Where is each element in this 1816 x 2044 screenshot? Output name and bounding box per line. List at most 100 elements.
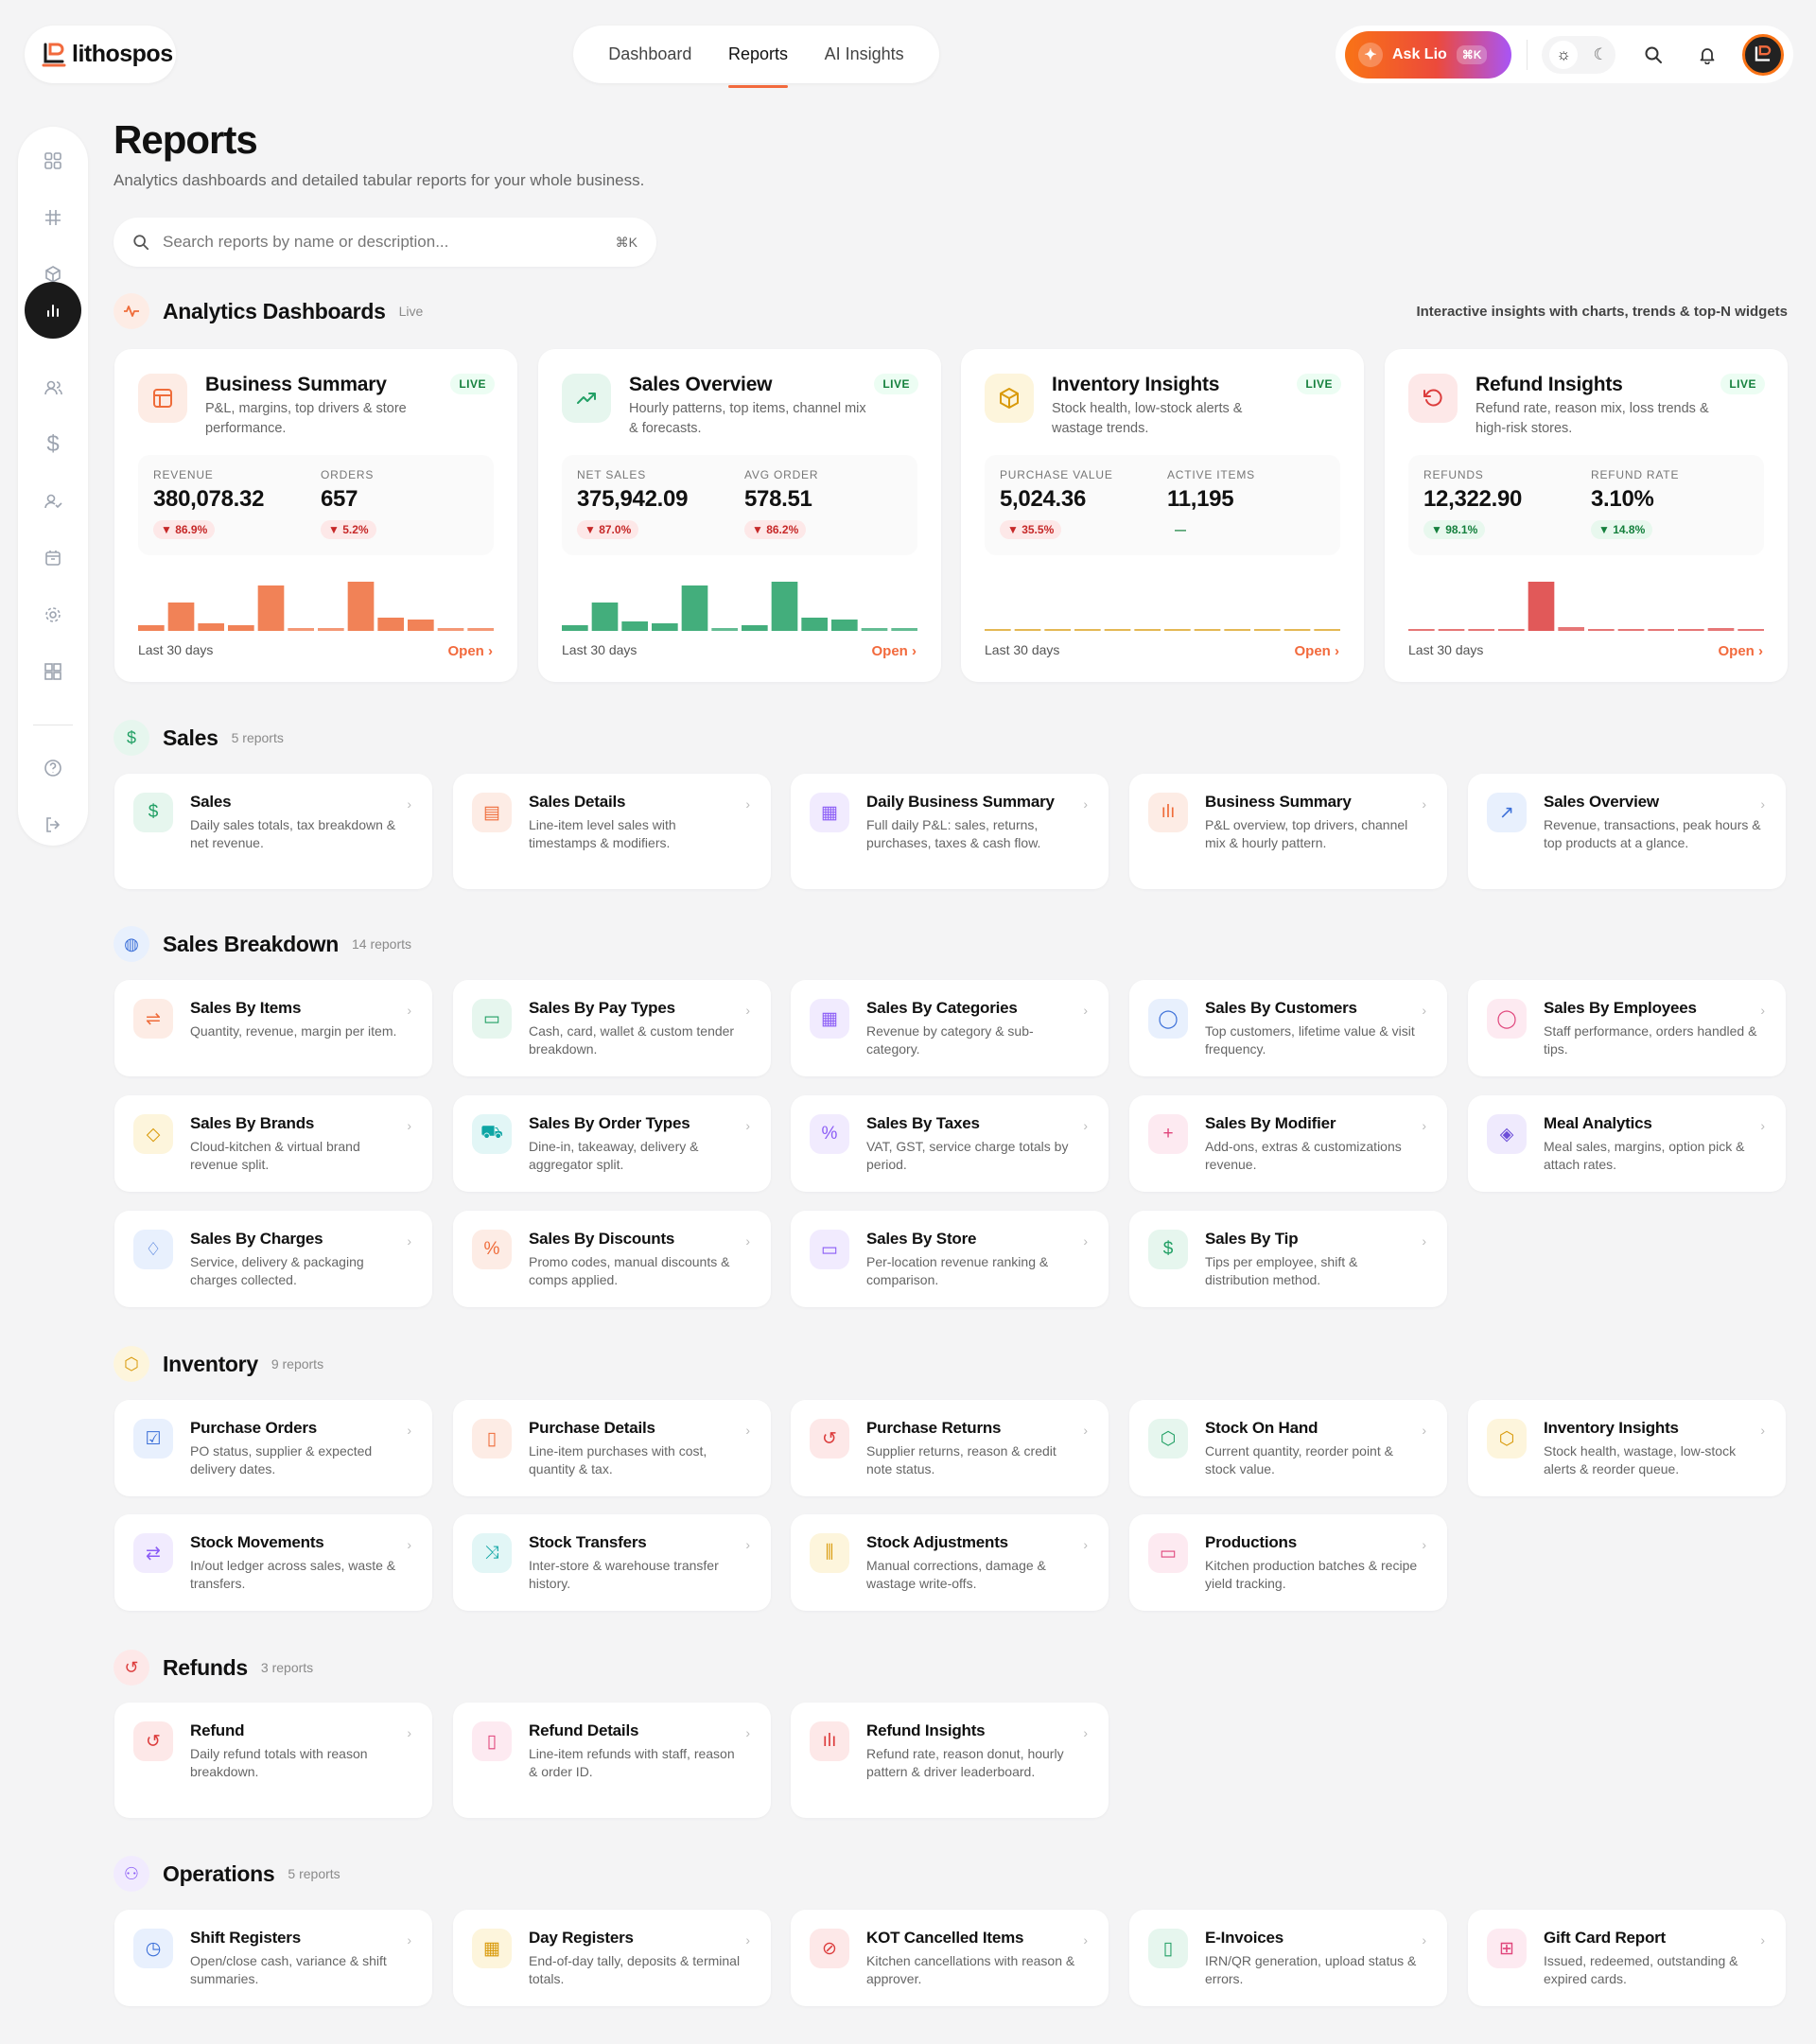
calendar-icon: ▦ (810, 793, 849, 832)
search-icon[interactable] (1634, 36, 1672, 74)
report-card[interactable]: ▤ Sales Details Line-item level sales wi… (453, 774, 771, 889)
sidebar-help-icon[interactable] (28, 743, 78, 793)
report-card[interactable]: ↗ Sales Overview Revenue, transactions, … (1468, 774, 1786, 889)
report-card[interactable]: ▭ Sales By Pay Types Cash, card, wallet … (453, 980, 771, 1076)
open-link[interactable]: Open › (1718, 643, 1763, 659)
dollar-icon: $ (1148, 1230, 1188, 1269)
spark-bar (681, 585, 708, 631)
credit-card-icon: ▭ (472, 999, 512, 1039)
chevron-right-icon: › (745, 1725, 750, 1740)
sidebar-logout-icon[interactable] (28, 800, 78, 849)
report-card[interactable]: + Sales By Modifier Add-ons, extras & cu… (1129, 1095, 1447, 1192)
spark-bar (591, 603, 619, 631)
report-card[interactable]: ◷ Shift Registers Open/close cash, varia… (114, 1910, 432, 2006)
report-card[interactable]: ⇌ Sales By Items Quantity, revenue, marg… (114, 980, 432, 1076)
report-title: Daily Business Summary (866, 793, 1055, 811)
report-card[interactable]: ☑ Purchase Orders PO status, supplier & … (114, 1400, 432, 1496)
report-title: Purchase Orders (190, 1419, 318, 1437)
chevron-right-icon: › (1760, 1003, 1765, 1018)
tab-dashboard[interactable]: Dashboard (608, 44, 692, 63)
sun-icon[interactable]: ☼ (1549, 41, 1579, 69)
report-card[interactable]: ↺ Purchase Returns Supplier returns, rea… (791, 1400, 1109, 1496)
card-description: Hourly patterns, top items, channel mix … (629, 401, 866, 436)
dashboard-card[interactable]: Sales Overview Hourly patterns, top item… (538, 349, 941, 682)
sidebar-reports-icon[interactable] (25, 282, 81, 339)
report-card[interactable]: ▦ Sales By Categories Revenue by categor… (791, 980, 1109, 1076)
box-icon: ⬡ (114, 1346, 149, 1382)
tab-ai-insights[interactable]: AI Insights (824, 44, 904, 63)
report-card[interactable]: ▦ Day Registers End-of-day tally, deposi… (453, 1910, 771, 2006)
avatar[interactable] (1742, 34, 1784, 76)
report-card[interactable]: ◯ Sales By Employees Staff performance, … (1468, 980, 1786, 1076)
chevron-right-icon: › (1422, 796, 1426, 812)
sidebar-dashboard-icon[interactable] (28, 136, 78, 185)
report-card[interactable]: ⊞ Gift Card Report Issued, redeemed, out… (1468, 1910, 1786, 2006)
spark-bar (467, 628, 494, 631)
sidebar-pos-icon[interactable] (28, 193, 78, 242)
sidebar-customers-icon[interactable] (28, 363, 78, 412)
tab-reports[interactable]: Reports (727, 44, 789, 88)
search-bar[interactable]: ⌘K (114, 218, 656, 267)
dashboard-card[interactable]: Refund Insights Refund rate, reason mix,… (1385, 349, 1788, 682)
report-card[interactable]: ılı Refund Insights Refund rate, reason … (791, 1703, 1109, 1818)
report-card[interactable]: ⬡ Inventory Insights Stock health, wasta… (1468, 1400, 1786, 1496)
dashboard-card[interactable]: Inventory Insights Stock health, low-sto… (961, 349, 1364, 682)
sidebar-settings-icon[interactable] (28, 590, 78, 639)
metric-value: 3.10% (1591, 486, 1654, 512)
check-square-icon: ☑ (133, 1419, 173, 1459)
report-card[interactable]: ⬡ Stock On Hand Current quantity, reorde… (1129, 1400, 1447, 1496)
metric-value: 578.51 (744, 486, 812, 512)
report-card[interactable]: % Sales By Discounts Promo codes, manual… (453, 1211, 771, 1307)
report-card[interactable]: ▭ Sales By Store Per-location revenue ra… (791, 1211, 1109, 1307)
report-card[interactable]: ▯ E-Invoices IRN/QR generation, upload s… (1129, 1910, 1447, 2006)
chevron-right-icon: › (1422, 1118, 1426, 1133)
open-link[interactable]: Open › (447, 643, 493, 659)
report-card[interactable]: ⫼ Stock Adjustments Manual corrections, … (791, 1514, 1109, 1611)
theme-toggle[interactable]: ☼ ☾ (1542, 36, 1615, 74)
report-card[interactable]: ◈ Meal Analytics Meal sales, margins, op… (1468, 1095, 1786, 1192)
metric-value: 11,195 (1167, 486, 1234, 512)
spark-bar (1707, 628, 1735, 631)
report-card[interactable]: ▭ Productions Kitchen production batches… (1129, 1514, 1447, 1611)
report-card[interactable]: ▦ Daily Business Summary Full daily P&L:… (791, 774, 1109, 889)
ask-lio-button[interactable]: ✦ Ask Lio ⌘K (1345, 31, 1511, 79)
chevron-right-icon: › (1083, 1537, 1088, 1552)
report-card[interactable]: ⊘ KOT Cancelled Items Kitchen cancellati… (791, 1910, 1109, 2006)
metric: ORDERS 657 ▼ 5.2% (321, 468, 376, 539)
metric: REFUND RATE 3.10% ▼ 14.8% (1591, 468, 1679, 539)
report-title: Day Registers (529, 1929, 634, 1947)
chevron-right-icon: › (912, 643, 917, 659)
search-input[interactable] (163, 233, 602, 252)
sidebar-apps-icon[interactable] (28, 647, 78, 696)
report-card[interactable]: ⇄ Stock Movements In/out ledger across s… (114, 1514, 432, 1611)
report-title: Stock Transfers (529, 1533, 647, 1551)
report-card[interactable]: ılı Business Summary P&L overview, top d… (1129, 774, 1447, 889)
chevron-right-icon: › (407, 1932, 411, 1948)
report-card[interactable]: ▯ Purchase Details Line-item purchases w… (453, 1400, 771, 1496)
report-card[interactable]: ↺ Refund Daily refund totals with reason… (114, 1703, 432, 1818)
sidebar-orders-icon[interactable] (28, 533, 78, 583)
report-card[interactable]: ◯ Sales By Customers Top customers, life… (1129, 980, 1447, 1076)
report-card[interactable]: ♢ Sales By Charges Service, delivery & p… (114, 1211, 432, 1307)
report-card[interactable]: ◇ Sales By Brands Cloud-kitchen & virtua… (114, 1095, 432, 1192)
report-card[interactable]: % Sales By Taxes VAT, GST, service charg… (791, 1095, 1109, 1192)
chevron-right-icon: › (407, 1423, 411, 1438)
period-label: Last 30 days (562, 642, 637, 657)
dashboard-card[interactable]: Business Summary P&L, margins, top drive… (114, 349, 517, 682)
metric: REFUNDS 12,322.90 ▼ 98.1% (1423, 468, 1522, 539)
brand-logo[interactable]: lithospos (25, 26, 176, 83)
sidebar-staff-icon[interactable] (28, 477, 78, 526)
report-description: Full daily P&L: sales, returns, purchase… (866, 817, 1041, 850)
open-link[interactable]: Open › (1294, 643, 1339, 659)
report-card[interactable]: ⤨ Stock Transfers Inter-store & warehous… (453, 1514, 771, 1611)
open-link[interactable]: Open › (871, 643, 917, 659)
report-title: Purchase Details (529, 1419, 655, 1437)
report-card[interactable]: ⛟ Sales By Order Types Dine-in, takeaway… (453, 1095, 771, 1192)
report-card[interactable]: $ Sales By Tip Tips per employee, shift … (1129, 1211, 1447, 1307)
report-card[interactable]: $ Sales Daily sales totals, tax breakdow… (114, 774, 432, 889)
bell-icon[interactable] (1688, 36, 1726, 74)
report-card[interactable]: ▯ Refund Details Line-item refunds with … (453, 1703, 771, 1818)
moon-icon[interactable]: ☾ (1593, 45, 1608, 63)
sidebar-finance-icon[interactable]: $ (46, 431, 60, 457)
dollar-icon: $ (114, 720, 149, 756)
